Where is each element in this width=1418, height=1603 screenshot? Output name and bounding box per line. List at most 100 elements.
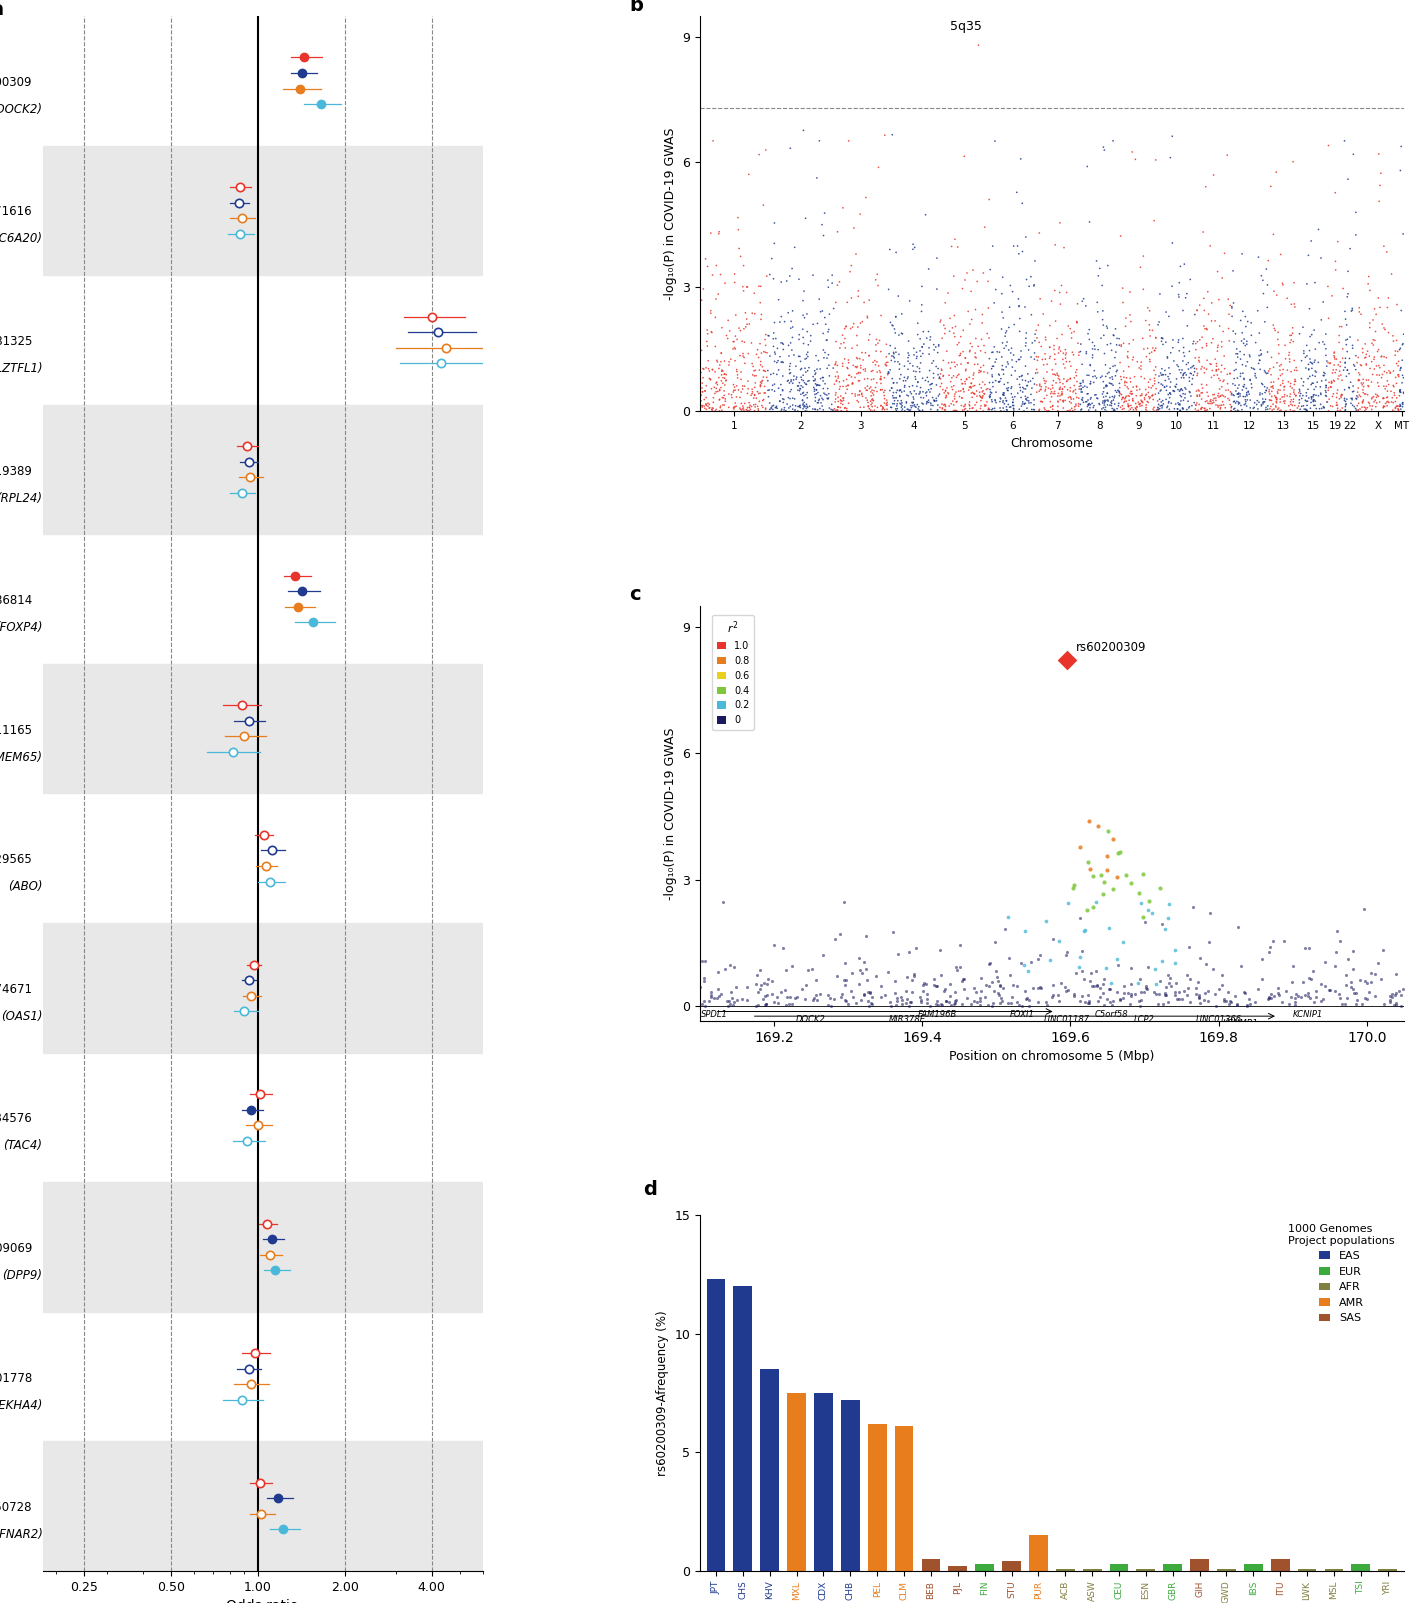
Point bbox=[1163, 396, 1185, 422]
Point bbox=[778, 386, 801, 412]
Point bbox=[804, 365, 827, 391]
Point bbox=[876, 393, 899, 418]
Point bbox=[1349, 396, 1371, 422]
Point bbox=[1214, 385, 1236, 410]
Point bbox=[718, 349, 740, 375]
Point bbox=[1300, 322, 1323, 348]
Point bbox=[998, 295, 1021, 321]
Point bbox=[862, 382, 885, 407]
Point bbox=[1046, 981, 1069, 1007]
Point bbox=[885, 340, 908, 365]
Point bbox=[773, 398, 795, 423]
Point bbox=[805, 372, 828, 398]
Point bbox=[1373, 394, 1395, 420]
Point bbox=[722, 992, 744, 1018]
Point bbox=[866, 330, 889, 356]
Point bbox=[1375, 385, 1398, 410]
Point bbox=[1305, 984, 1327, 1010]
Point bbox=[1208, 393, 1231, 418]
Point bbox=[882, 340, 905, 365]
Point bbox=[997, 989, 1020, 1015]
Point bbox=[1000, 375, 1022, 401]
Point bbox=[801, 263, 824, 289]
Point bbox=[815, 327, 838, 353]
Point bbox=[1252, 268, 1275, 293]
Point bbox=[1229, 364, 1252, 390]
Point bbox=[1011, 375, 1034, 401]
Point bbox=[1008, 364, 1031, 390]
Point bbox=[889, 391, 912, 417]
Point bbox=[743, 382, 766, 407]
Point bbox=[1266, 979, 1289, 1005]
Point bbox=[1007, 285, 1029, 311]
Point bbox=[949, 341, 971, 367]
Point bbox=[699, 367, 722, 393]
Point bbox=[1181, 372, 1204, 398]
Point bbox=[1309, 391, 1332, 417]
Point bbox=[923, 388, 946, 414]
Point bbox=[726, 362, 749, 388]
Point bbox=[961, 333, 984, 359]
Point bbox=[1161, 335, 1184, 361]
Point bbox=[980, 386, 1003, 412]
Point bbox=[1262, 396, 1285, 422]
Point bbox=[1297, 297, 1320, 322]
Point bbox=[794, 359, 817, 385]
Point bbox=[740, 382, 763, 407]
Point bbox=[1295, 388, 1317, 414]
Point bbox=[1112, 385, 1134, 410]
Point bbox=[842, 215, 865, 240]
Point bbox=[1305, 383, 1327, 409]
Point bbox=[1191, 380, 1214, 406]
Point bbox=[1361, 308, 1384, 333]
Point bbox=[1324, 939, 1347, 965]
Point bbox=[957, 349, 980, 375]
Point bbox=[1263, 383, 1286, 409]
Point bbox=[1210, 383, 1232, 409]
Point bbox=[933, 321, 956, 346]
Point bbox=[1263, 317, 1286, 343]
Point bbox=[847, 346, 869, 372]
Point bbox=[861, 991, 883, 1016]
Point bbox=[1001, 973, 1024, 999]
Point bbox=[832, 385, 855, 410]
Point bbox=[803, 369, 825, 394]
Point bbox=[720, 385, 743, 410]
Point bbox=[1137, 383, 1160, 409]
Point bbox=[723, 329, 746, 354]
Point bbox=[761, 968, 784, 994]
Point bbox=[988, 973, 1011, 999]
Point bbox=[1089, 255, 1112, 281]
Point bbox=[1035, 373, 1058, 399]
Point bbox=[1159, 965, 1181, 991]
Point bbox=[1069, 373, 1092, 399]
Bar bbox=[1136, 1569, 1156, 1571]
Point bbox=[1388, 377, 1411, 402]
Point bbox=[1129, 255, 1151, 281]
Point bbox=[1244, 361, 1266, 386]
Point bbox=[1042, 983, 1065, 1008]
Point bbox=[1354, 332, 1377, 357]
Point bbox=[1317, 349, 1340, 375]
Point bbox=[981, 364, 1004, 390]
Point bbox=[1316, 353, 1339, 378]
Point bbox=[736, 398, 759, 423]
Point bbox=[1185, 298, 1208, 324]
Point bbox=[1120, 382, 1143, 407]
Point bbox=[991, 388, 1014, 414]
Point bbox=[808, 287, 831, 313]
Point bbox=[1314, 383, 1337, 409]
Point bbox=[1330, 991, 1353, 1016]
Point bbox=[807, 398, 830, 423]
Point bbox=[753, 386, 776, 412]
Point bbox=[1146, 398, 1168, 423]
Point bbox=[737, 341, 760, 367]
Point bbox=[1069, 338, 1092, 364]
Point bbox=[1082, 337, 1105, 362]
Point bbox=[732, 341, 754, 367]
Point bbox=[967, 351, 990, 377]
Point bbox=[757, 377, 780, 402]
Point bbox=[862, 388, 885, 414]
Point bbox=[1241, 372, 1263, 398]
Point bbox=[1072, 967, 1095, 992]
